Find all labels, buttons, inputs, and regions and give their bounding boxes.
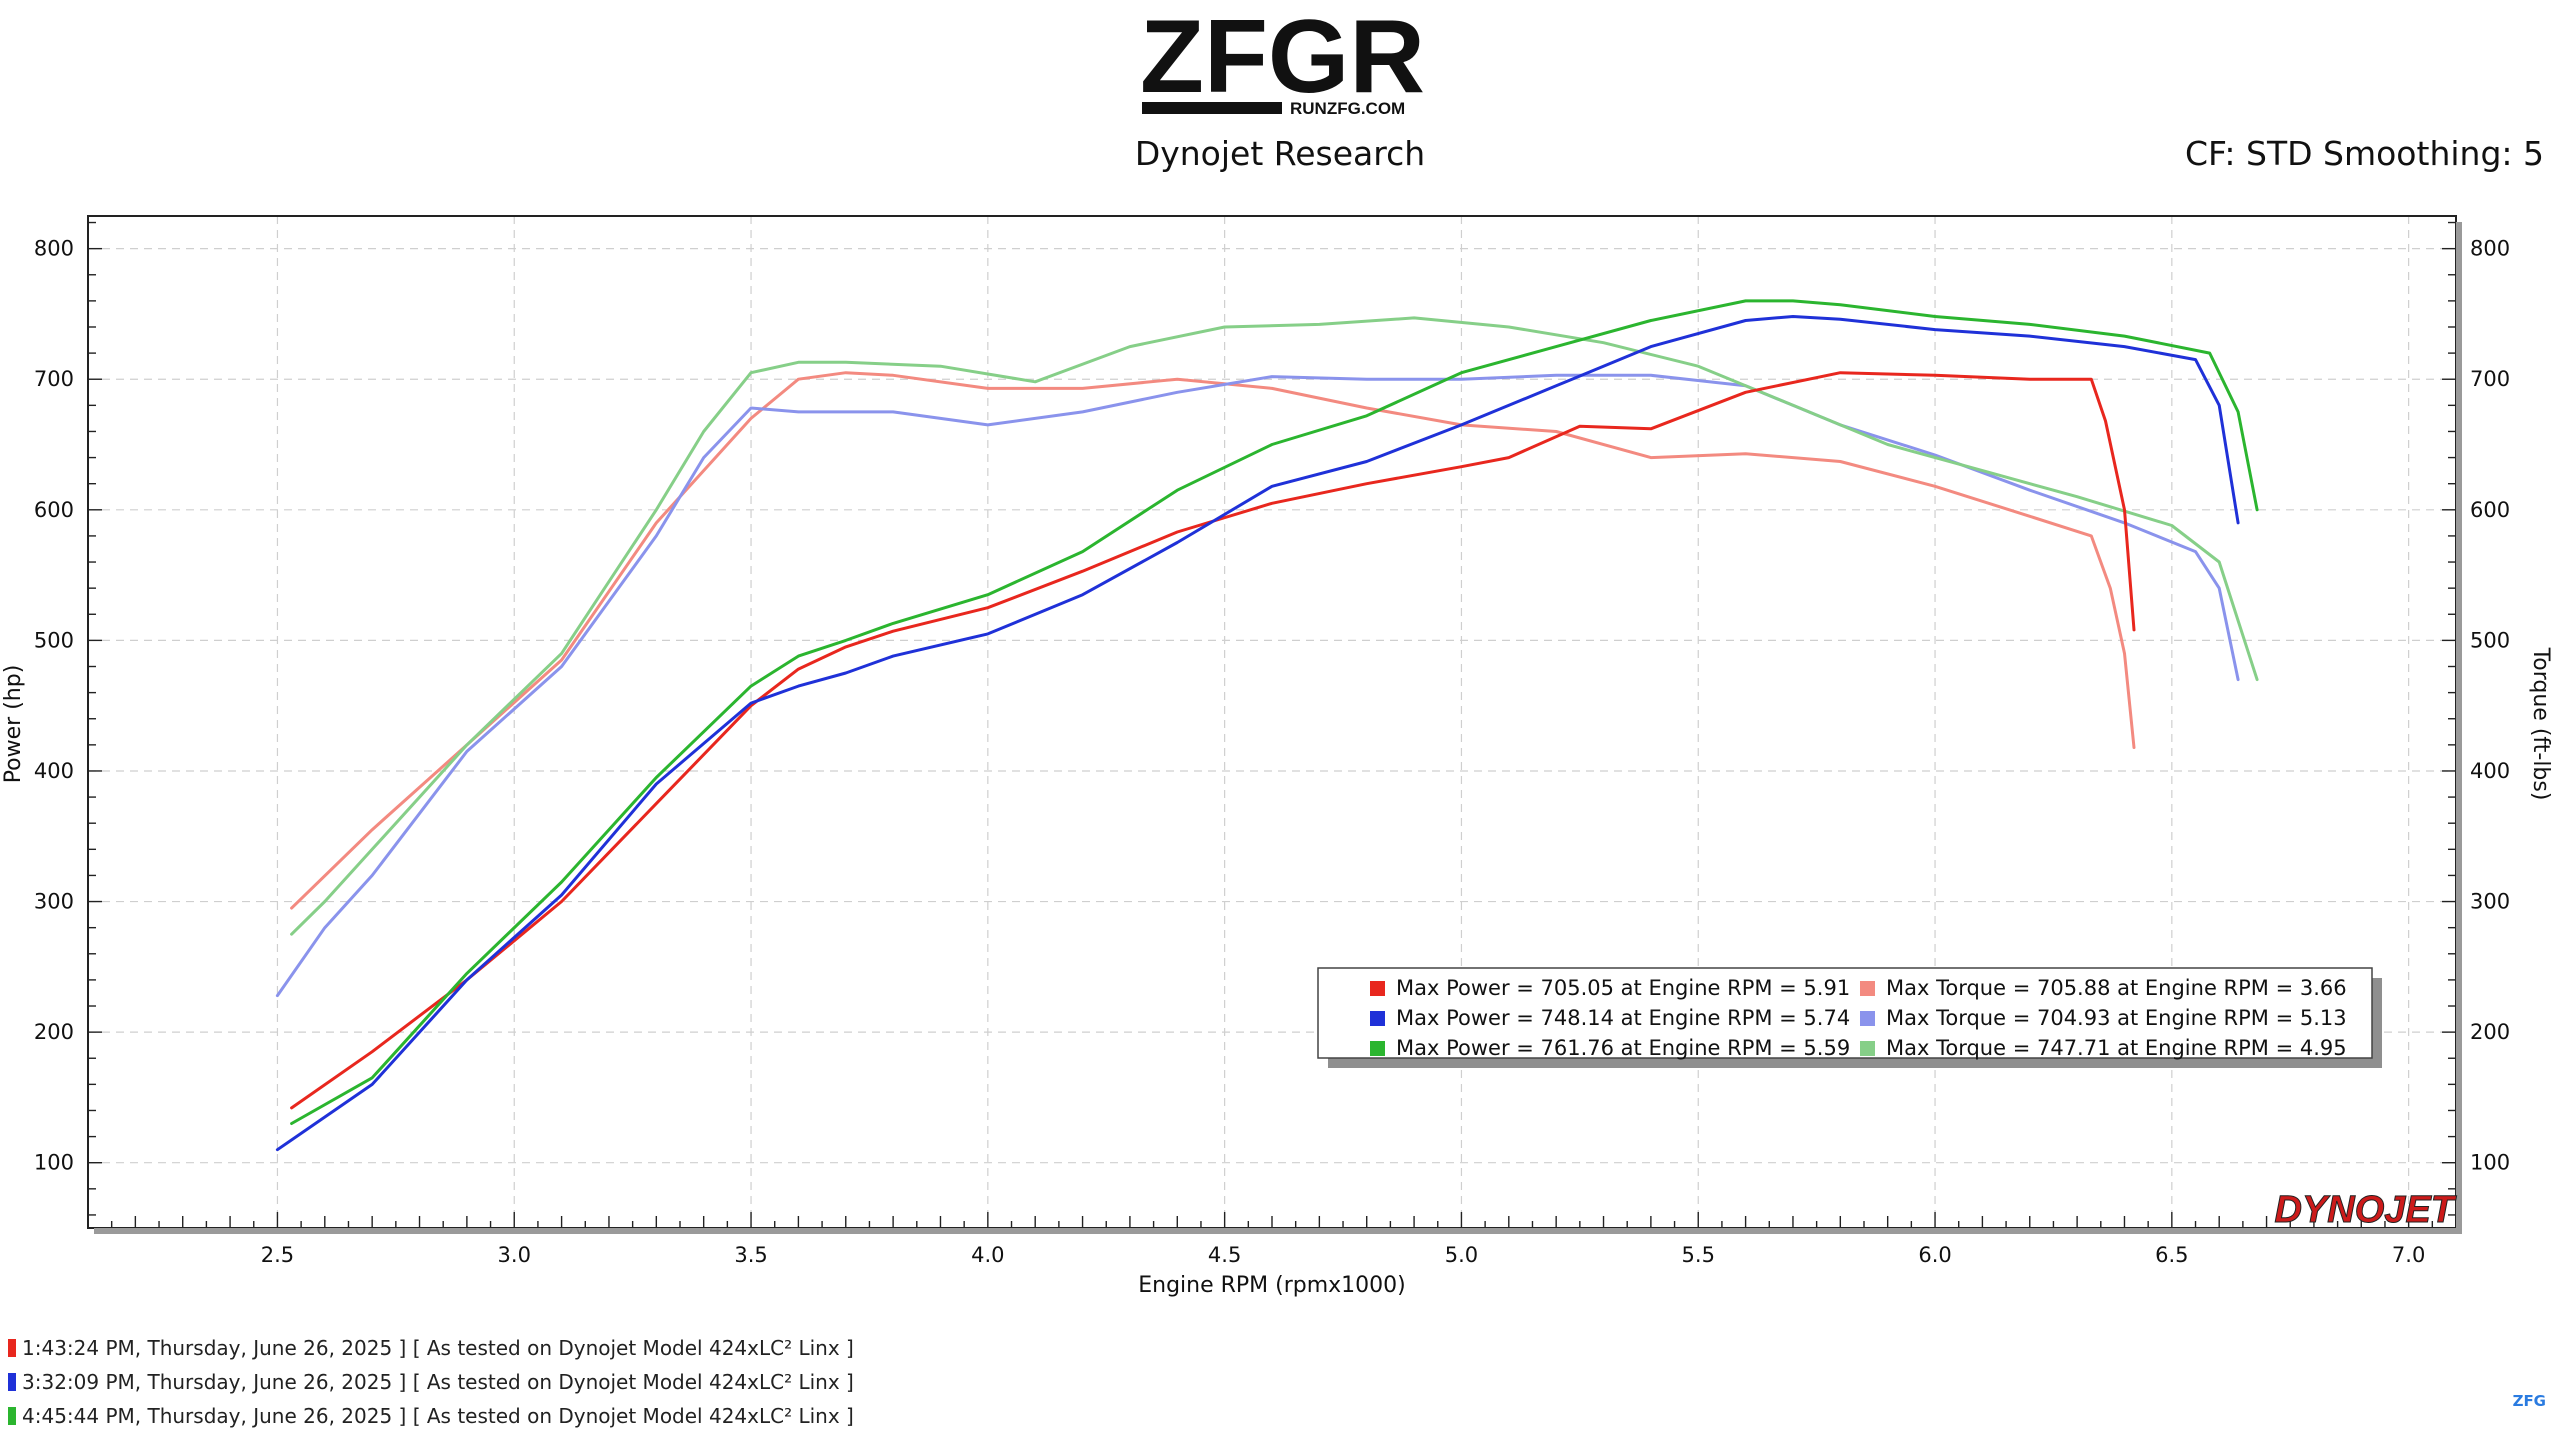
- zfgr-logo: ZFGR RUNZFG.COM: [1140, 8, 1425, 118]
- run-pin-2: [8, 1373, 16, 1391]
- run-pin-1: [8, 1339, 16, 1357]
- run-info-3-text: 4:45:44 PM, Thursday, June 26, 2025 ] [ …: [22, 1404, 854, 1428]
- x-tick-label: 5.5: [1682, 1243, 1715, 1267]
- plot-frame: [87, 215, 2457, 1229]
- y-tick-label-right: 200: [2470, 1020, 2510, 1044]
- x-tick-label: 4.0: [971, 1243, 1004, 1267]
- x-tick-label: 6.0: [1918, 1243, 1951, 1267]
- series-line-torque-1: [290, 371, 2136, 910]
- x-axis-label: Engine RPM (rpmx1000): [1138, 1273, 1406, 1298]
- run-info-1: 1:43:24 PM, Thursday, June 26, 2025 ] [ …: [8, 1336, 854, 1360]
- x-tick-label: 4.5: [1208, 1243, 1241, 1267]
- legend-swatch-torque-1: [1860, 981, 1875, 996]
- legend-label-torque-3: Max Torque = 747.71 at Engine RPM = 4.95: [1886, 1036, 2347, 1060]
- logo-underline: [1142, 102, 1282, 114]
- y-tick-label-left: 700: [34, 367, 74, 391]
- plot-frame-shadow: [94, 1228, 2462, 1234]
- dynojet-brand: DYNOJET: [2275, 1189, 2457, 1231]
- y-tick-label-left: 200: [34, 1020, 74, 1044]
- x-tick-label: 5.0: [1445, 1243, 1478, 1267]
- legend-label-torque-1: Max Torque = 705.88 at Engine RPM = 3.66: [1886, 976, 2347, 1000]
- y-tick-label-left: 300: [34, 890, 74, 914]
- y-axis-label-right: Torque (ft-lbs): [2528, 647, 2553, 801]
- axis-ticks: 2.5 3.0 3.5 4.0 4.5 5.0 5.5 6.0 6.5 7.0 100 100 200 2…: [34, 221, 2510, 1267]
- legend-box: [1317, 967, 2373, 1059]
- y-tick-label-left: 500: [34, 628, 74, 652]
- legend-label-power-2: Max Power = 748.14 at Engine RPM = 5.74: [1396, 1006, 1850, 1030]
- x-tick-label: 2.5: [261, 1243, 294, 1267]
- series-lines: [275, 299, 2259, 1152]
- y-tick-label-left: 600: [34, 498, 74, 522]
- y-tick-label-right: 800: [2470, 237, 2510, 261]
- y-tick-label-right: 300: [2470, 890, 2510, 914]
- legend-swatch-torque-3: [1860, 1041, 1875, 1056]
- legend-label-torque-2: Max Torque = 704.93 at Engine RPM = 5.13: [1886, 1006, 2347, 1030]
- run-info-2: 3:32:09 PM, Thursday, June 26, 2025 ] [ …: [8, 1370, 854, 1394]
- logo-wordmark: ZFGR: [1140, 8, 1425, 115]
- series-line-power-2: [275, 315, 2240, 1152]
- dyno-chart: 2.5 3.0 3.5 4.0 4.5 5.0 5.5 6.0 6.5 7.0 100 100 200 2…: [1, 215, 2553, 1298]
- y-tick-label-right: 700: [2470, 367, 2510, 391]
- run-info-1-text: 1:43:24 PM, Thursday, June 26, 2025 ] [ …: [22, 1336, 854, 1360]
- y-tick-label-right: 500: [2470, 628, 2510, 652]
- run-pin-3: [8, 1407, 16, 1425]
- series-line-torque-2: [275, 373, 2240, 998]
- chart-subtitle: Dynojet Research: [1134, 134, 1426, 173]
- y-axis-label-left: Power (hp): [1, 665, 26, 784]
- legend-label-power-1: Max Power = 705.05 at Engine RPM = 5.91: [1396, 976, 1850, 1000]
- series-line-power-3: [290, 299, 2259, 1125]
- grid: [88, 216, 2456, 1228]
- y-tick-label-left: 100: [34, 1151, 74, 1175]
- correction-factor-label: CF: STD Smoothing: 5: [2184, 134, 2544, 173]
- x-tick-label: 7.0: [2392, 1243, 2425, 1267]
- y-tick-label-right: 400: [2470, 759, 2510, 783]
- y-tick-label-right: 600: [2470, 498, 2510, 522]
- run-info-3: 4:45:44 PM, Thursday, June 26, 2025 ] [ …: [8, 1404, 854, 1428]
- legend-swatch-power-3: [1370, 1041, 1385, 1056]
- run-info-2-text: 3:32:09 PM, Thursday, June 26, 2025 ] [ …: [22, 1370, 854, 1394]
- legend-swatch-power-1: [1370, 981, 1385, 996]
- legend-label-power-3: Max Power = 761.76 at Engine RPM = 5.59: [1396, 1036, 1850, 1060]
- legend-items: Max Power = 705.05 at Engine RPM = 5.91 M…: [1370, 976, 2347, 1060]
- y-tick-label-left: 400: [34, 759, 74, 783]
- series-line-torque-3: [290, 316, 2259, 936]
- legend-swatch-torque-2: [1860, 1011, 1875, 1026]
- x-tick-label: 3.0: [498, 1243, 531, 1267]
- series-line-power-1: [290, 371, 2136, 1110]
- y-tick-label-right: 100: [2470, 1151, 2510, 1175]
- y-tick-label-left: 800: [34, 237, 74, 261]
- corner-tag: ZFG: [2512, 1392, 2546, 1410]
- x-tick-label: 6.5: [2155, 1243, 2188, 1267]
- legend: Max Power = 705.05 at Engine RPM = 5.91 M…: [1317, 967, 2382, 1068]
- x-tick-label: 3.5: [734, 1243, 767, 1267]
- logo-url: RUNZFG.COM: [1290, 99, 1405, 118]
- legend-swatch-power-2: [1370, 1011, 1385, 1026]
- plot-frame-shadow-right: [2456, 222, 2462, 1234]
